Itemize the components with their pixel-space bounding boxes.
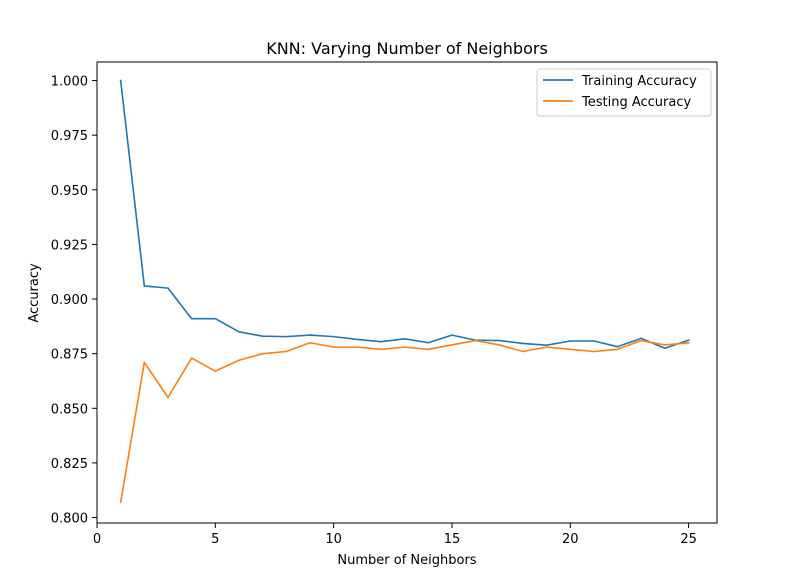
data-point [261, 335, 264, 337]
data-point [356, 346, 359, 348]
y-tick-label: 1.000 [51, 75, 88, 90]
data-point [380, 340, 382, 343]
y-tick-label: 0.900 [51, 293, 88, 308]
data-point [214, 370, 217, 372]
data-point [332, 346, 335, 348]
legend-label-1: Training Accuracy [581, 74, 697, 89]
data-point [309, 334, 311, 336]
data-point [214, 317, 217, 320]
data-point [616, 348, 619, 351]
data-point [403, 346, 406, 348]
data-point [238, 359, 240, 362]
data-point [474, 339, 477, 342]
data-point [167, 287, 169, 289]
data-point [143, 361, 146, 364]
y-axis-label: Accuracy [27, 263, 42, 323]
data-point [285, 335, 288, 338]
data-point [687, 339, 690, 341]
data-point [545, 346, 548, 348]
data-point [616, 345, 619, 348]
data-point [332, 335, 335, 338]
data-point [119, 501, 122, 504]
plot-frame [96, 61, 718, 524]
data-point [190, 357, 193, 359]
data-point [664, 344, 666, 346]
ticks: 0 5 10 15 20 25 0.800 0.825 0.850 0.875 0.900 0.925… [51, 75, 697, 547]
data-point [640, 339, 643, 342]
data-point [261, 352, 264, 355]
data-point [190, 317, 193, 320]
x-tick-label: 5 [211, 532, 219, 547]
data-point [403, 338, 406, 340]
data-point [498, 344, 501, 346]
data-point [451, 334, 453, 336]
data-point [119, 79, 122, 82]
data-point [522, 350, 524, 353]
data-point [309, 341, 311, 344]
y-tick-label: 0.825 [51, 457, 88, 472]
y-tick-label: 0.875 [51, 348, 88, 363]
y-tick-label: 0.975 [51, 129, 88, 144]
data-point [664, 347, 666, 350]
data-point [356, 338, 359, 341]
x-axis-label: Number of Neighbors [337, 553, 476, 568]
data-point [143, 285, 146, 287]
x-tick-label: 0 [93, 532, 101, 547]
legend-box [536, 68, 712, 117]
data-point [498, 339, 501, 342]
legend-label-2: Testing Accuracy [581, 95, 691, 110]
y-tick-label: 0.950 [51, 184, 88, 199]
data-point [285, 350, 288, 353]
y-tick-label: 0.925 [51, 238, 88, 253]
data-point [380, 348, 382, 351]
legend: Training Accuracy Testing Accuracy [536, 68, 712, 117]
data-point [593, 340, 595, 342]
data-point [522, 342, 524, 345]
x-tick-label: 10 [325, 532, 342, 547]
x-tick-label: 15 [444, 532, 461, 547]
data-point [569, 348, 572, 351]
x-tick-label: 25 [680, 532, 697, 547]
data-point [687, 341, 690, 344]
data-point [451, 344, 453, 346]
data-point [640, 337, 643, 340]
data-point [238, 331, 240, 333]
data-point [593, 350, 595, 353]
data-point [569, 340, 572, 342]
data-point [427, 348, 430, 351]
series [119, 79, 690, 504]
x-tick-label: 20 [562, 532, 579, 547]
y-tick-label: 0.850 [51, 402, 88, 417]
data-point [545, 344, 548, 346]
chart-title: KNN: Varying Number of Neighbors [266, 39, 548, 58]
data-point [167, 396, 169, 399]
y-tick-label: 0.800 [51, 512, 88, 527]
data-point [427, 341, 430, 344]
